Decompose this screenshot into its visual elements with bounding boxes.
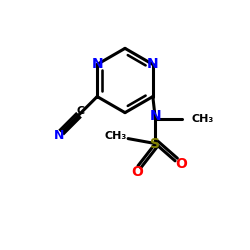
Text: S: S: [150, 136, 160, 150]
Text: N: N: [150, 108, 161, 122]
Text: CH₃: CH₃: [104, 131, 127, 141]
Text: CH₃: CH₃: [192, 114, 214, 124]
Text: O: O: [175, 157, 187, 171]
Text: N: N: [54, 130, 64, 142]
Text: C: C: [76, 106, 84, 116]
Text: O: O: [132, 165, 143, 179]
Text: N: N: [91, 58, 103, 71]
Text: N: N: [147, 58, 159, 71]
